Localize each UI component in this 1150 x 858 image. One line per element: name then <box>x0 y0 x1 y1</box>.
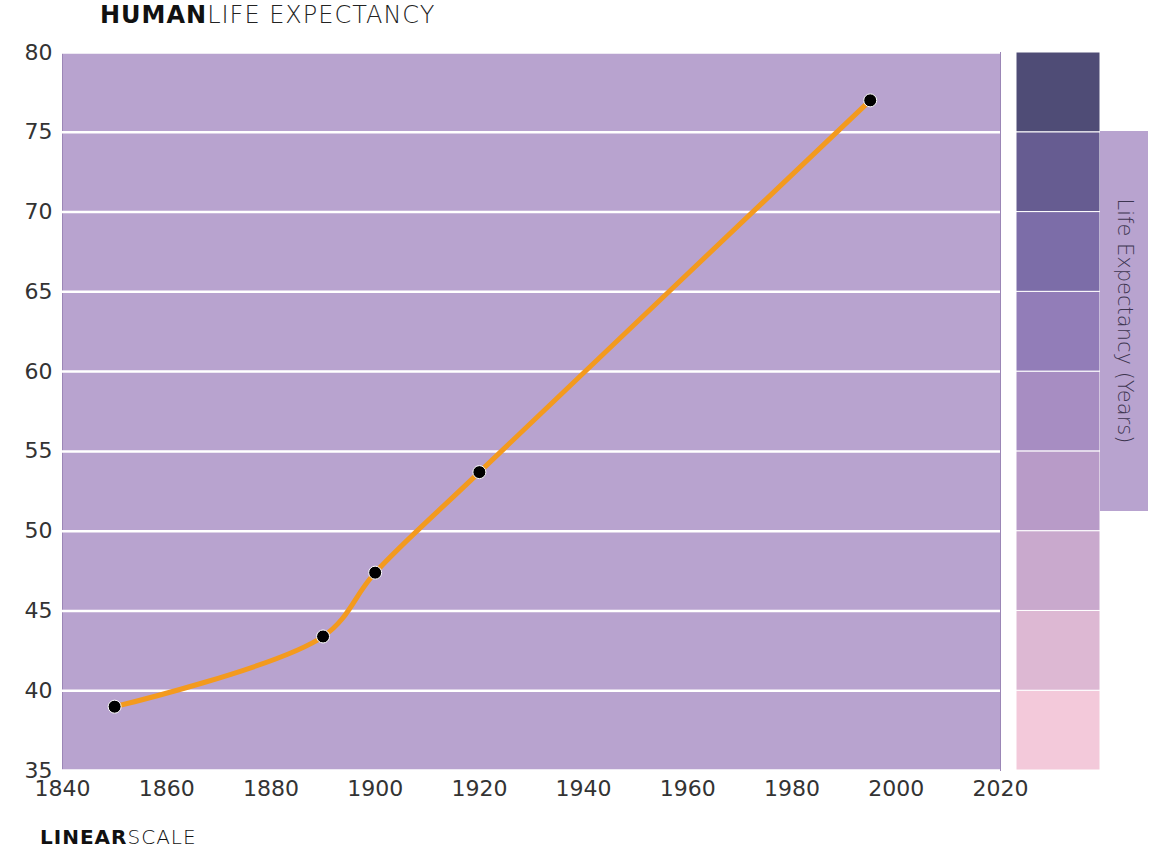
svg-text:1880: 1880 <box>243 776 299 801</box>
svg-text:55: 55 <box>25 438 53 463</box>
svg-text:70: 70 <box>25 199 53 224</box>
svg-text:35: 35 <box>25 758 53 783</box>
svg-text:Life Expectancy (Years): Life Expectancy (Years) <box>1113 199 1137 444</box>
html-text:HUMAN LIFE EXPECTANCY: HUMAN LIFE EXPECTANCY <box>100 1 436 29</box>
svg-text:2020: 2020 <box>973 776 1029 801</box>
svg-text:75: 75 <box>25 119 53 144</box>
svg-text:1860: 1860 <box>139 776 195 801</box>
svg-text:1920: 1920 <box>451 776 507 801</box>
svg-text:50: 50 <box>25 518 53 543</box>
svg-text:65: 65 <box>25 279 53 304</box>
svg-text:45: 45 <box>25 598 53 623</box>
svg-text:1840: 1840 <box>34 776 91 802</box>
svg-text:40: 40 <box>25 678 53 703</box>
svg-text:80: 80 <box>25 40 53 65</box>
html-text:LINEAR SCALE: LINEAR SCALE <box>40 825 197 849</box>
svg-text:1960: 1960 <box>660 776 716 801</box>
svg-text:2000: 2000 <box>868 776 924 801</box>
svg-text:60: 60 <box>25 359 53 384</box>
svg-text:1980: 1980 <box>764 776 820 801</box>
svg-text:1940: 1940 <box>556 776 612 801</box>
svg-text:1900: 1900 <box>347 776 403 801</box>
